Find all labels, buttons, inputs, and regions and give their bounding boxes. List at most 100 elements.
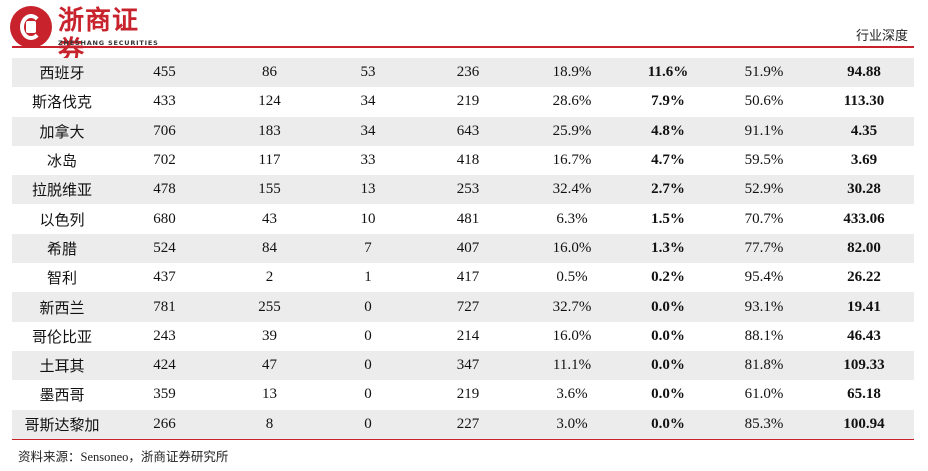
value-cell: 53 [322,58,414,88]
value-cell: 85.3% [714,409,814,440]
value-cell: 227 [414,409,522,440]
value-cell: 33 [360,152,376,169]
value-cell: 0 [364,386,372,403]
header-divider [12,46,914,48]
value-cell: 88.1% [744,327,784,344]
value-cell: 3.0% [522,409,622,440]
country-cell: 希腊 [12,233,112,264]
country-cell: 新西兰 [12,292,112,322]
value-cell: 0.0% [651,327,685,344]
value-cell: 91.1% [714,116,814,146]
value-cell: 16.0% [522,233,622,264]
value-cell: 51.9% [714,58,814,88]
country-data-table: 西班牙 455 86 53 236 18.9% 11.6% 51.9% 94.88 斯洛伐克 433… [12,58,914,440]
value-cell: 11.1% [522,350,622,381]
brand-logo-icon [10,6,52,48]
value-cell: 702 [153,152,176,169]
table-row: 智利 437 2 1 417 0.5% 0.2% 95.4% 26.22 [12,263,914,292]
value-cell: 52.9% [714,175,814,205]
value-cell: 34 [322,116,414,146]
country-cell: 以色列 [39,212,85,229]
page-header: 浙商证券 ZHESHANG SECURITIES 行业深度 [0,0,928,66]
table-row: 土耳其 424 47 0 347 11.1% 0.0% 81.8% 109.33 [12,350,914,381]
value-cell: 117 [258,152,281,169]
value-cell: 4.35 [814,116,914,146]
value-cell: 84 [217,233,322,264]
value-cell: 1.3% [622,233,714,264]
value-cell: 32.7% [522,292,622,322]
table-row: 以色列 680 43 10 481 6.3% 1.5% 70.7% 433.06 [12,204,914,233]
value-cell: 43 [262,210,277,227]
value-cell: 0.0% [651,386,685,403]
value-cell: 13 [322,175,414,205]
table-row: 希腊 524 84 7 407 16.0% 1.3% 77.7% 82.00 [12,233,914,264]
value-cell: 13 [262,386,277,403]
value-cell: 643 [414,116,522,146]
value-cell: 3.69 [850,152,878,169]
value-cell: 407 [414,233,522,264]
value-cell: 61.0% [744,386,784,403]
country-cell: 冰岛 [46,154,77,171]
value-cell: 77.7% [714,233,814,264]
value-cell: 46.43 [847,327,881,344]
value-cell: 433 [153,93,176,110]
value-cell: 214 [456,327,480,344]
table-row: 加拿大 706 183 34 643 25.9% 4.8% 91.1% 4.35 [12,116,914,146]
value-cell: 347 [414,350,522,381]
value-cell: 109.33 [814,350,914,381]
country-cell: 墨西哥 [39,388,85,405]
value-cell: 433.06 [843,210,885,227]
value-cell: 39 [262,327,277,344]
value-cell: 34 [360,93,376,110]
value-cell: 781 [112,292,217,322]
value-cell: 82.00 [814,233,914,264]
value-cell: 6.3% [556,210,588,227]
value-cell: 155 [217,175,322,205]
value-cell: 124 [258,93,281,110]
value-cell: 81.8% [714,350,814,381]
value-cell: 93.1% [714,292,814,322]
value-cell: 100.94 [814,409,914,440]
value-cell: 7.9% [651,93,685,110]
value-cell: 19.41 [814,292,914,322]
brand-name: 浙商证券 [58,6,140,66]
value-cell: 359 [153,386,176,403]
value-cell: 28.6% [552,93,592,110]
value-cell: 455 [112,58,217,88]
value-cell: 0 [364,327,372,344]
table-row: 哥伦比亚 243 39 0 214 16.0% 0.0% 88.1% 46.43 [12,322,914,351]
value-cell: 706 [112,116,217,146]
table-row: 墨西哥 359 13 0 219 3.6% 0.0% 61.0% 65.18 [12,380,914,409]
value-cell: 219 [456,93,480,110]
value-cell: 0.0% [622,350,714,381]
value-cell: 680 [153,210,176,227]
value-cell: 32.4% [522,175,622,205]
value-cell: 253 [414,175,522,205]
country-cell: 加拿大 [12,116,112,146]
value-cell: 424 [112,350,217,381]
value-cell: 0.0% [622,292,714,322]
value-cell: 7 [322,233,414,264]
value-cell: 94.88 [814,58,914,88]
value-cell: 481 [456,210,480,227]
value-cell: 11.6% [622,58,714,88]
value-cell: 1 [364,269,372,286]
value-cell: 0 [322,350,414,381]
value-cell: 418 [456,152,480,169]
value-cell: 417 [456,269,480,286]
value-cell: 4.8% [622,116,714,146]
value-cell: 86 [217,58,322,88]
table-row: 拉脱维亚 478 155 13 253 32.4% 2.7% 52.9% 30.28 [12,175,914,205]
country-cell: 哥斯达黎加 [12,409,112,440]
country-cell: 智利 [46,271,77,288]
report-type-label: 行业深度 [855,28,908,43]
value-cell: 65.18 [847,386,881,403]
value-cell: 183 [217,116,322,146]
value-cell: 59.5% [744,152,784,169]
value-cell: 16.0% [552,327,592,344]
value-cell: 236 [414,58,522,88]
value-cell: 727 [414,292,522,322]
value-cell: 16.7% [552,152,592,169]
value-cell: 47 [217,350,322,381]
value-cell: 4.7% [651,152,685,169]
